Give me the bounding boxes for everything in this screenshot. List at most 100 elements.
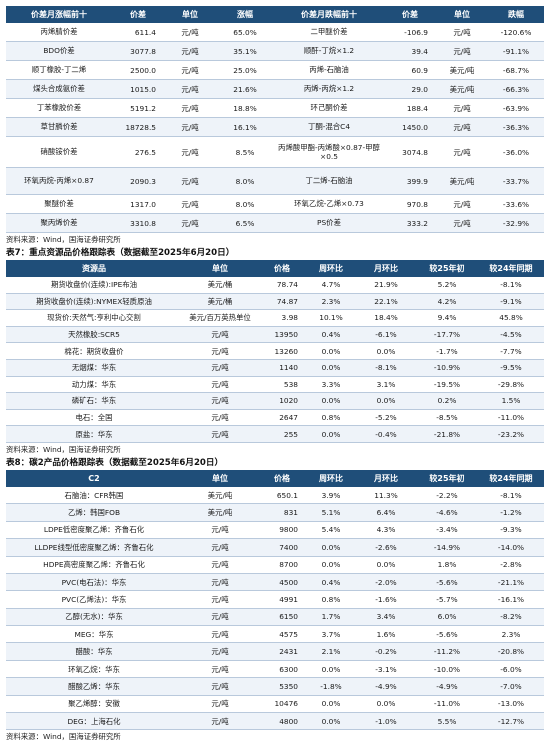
table-row: 电石：全国 元/吨 2647 0.8% -5.2% -8.5% -11.0% xyxy=(6,409,544,427)
table-cell: 美元/桶 xyxy=(182,293,258,311)
table-cell: 7400 xyxy=(258,538,306,557)
resource-price-table: 资源品 单位 价格 周环比 月环比 较25年初 较24年同期 期货收盘价(连续)… xyxy=(6,260,544,443)
table-cell: 元/吨 xyxy=(182,538,258,557)
table-title: 表8：碳2产品价格跟踪表（数据截至2025年6月20日） xyxy=(6,457,224,468)
table-row: 无烟煤：华东 元/吨 1140 0.0% -8.1% -10.9% -9.5% xyxy=(6,359,544,377)
table-cell: -33.6% xyxy=(488,194,544,214)
table-cell: 8700 xyxy=(258,556,306,574)
table-cell: 元/吨 xyxy=(182,660,258,679)
table-cell: 3.98 xyxy=(258,309,306,327)
table-row: 环氧丙烷-丙烯×0.87 2090.3 元/吨 8.0% 丁二烯-石脑油 399.9 美元/… xyxy=(6,167,544,195)
table-cell: -9.5% xyxy=(478,359,544,377)
table-cell: -68.7% xyxy=(488,60,544,80)
table-cell: 538 xyxy=(258,376,306,394)
table-cell: -8.5% xyxy=(416,409,478,427)
table-cell: 聚乙烯醇：安徽 xyxy=(6,695,182,714)
table-cell: 1140 xyxy=(258,359,306,377)
col-header: 月环比 xyxy=(356,260,416,277)
table-cell: 1450.0 xyxy=(384,117,436,137)
table-cell: 丙烯酸甲酯-丙烯酸×0.87-甲醇×0.5 xyxy=(274,136,384,168)
table-cell: 元/吨 xyxy=(436,23,488,42)
table-cell: -106.9 xyxy=(384,23,436,42)
report-page: 价差月涨幅前十 价差 单位 涨幅 价差月跌幅前十 价差 单位 跌幅 丙烯腈价差 6… xyxy=(6,6,544,743)
table-cell: 6300 xyxy=(258,660,306,679)
table-cell: -8.1% xyxy=(478,486,544,505)
table-cell: 2.3% xyxy=(478,625,544,644)
col-header: 价差月跌幅前十 xyxy=(274,6,384,23)
table-cell: 美元/吨 xyxy=(182,486,258,505)
table-cell: -2.2% xyxy=(416,486,478,505)
table-cell: 3.9% xyxy=(306,486,356,505)
table-cell: 10476 xyxy=(258,695,306,714)
table-cell: 乙醇(无水)：华东 xyxy=(6,608,182,627)
table-cell: 乙烯：韩国FOB xyxy=(6,503,182,522)
col-header: 价格 xyxy=(258,469,306,487)
table-header-row: C2 单位 价格 周环比 月环比 较25年初 较24年同期 xyxy=(6,469,544,487)
table-row: 磷矿石：华东 元/吨 1020 0.0% 0.0% 0.2% 1.5% xyxy=(6,392,544,410)
table-cell: 丁二烯-石脑油 xyxy=(274,167,384,195)
table-row: BDO价差 3077.8 元/吨 35.1% 顺酐-丁烷×1.2 39.4 元/吨 -91.1… xyxy=(6,41,544,61)
table-cell: DEG：上海石化 xyxy=(6,712,182,731)
table-cell: 5.5% xyxy=(416,712,478,731)
table-cell: 硝酸铵价差 xyxy=(6,136,112,168)
table-cell: -1.0% xyxy=(356,712,416,731)
table-cell: -13.0% xyxy=(478,695,544,714)
table-cell: -1.2% xyxy=(478,503,544,522)
table-cell: 元/吨 xyxy=(164,117,216,137)
table-cell: 13260 xyxy=(258,342,306,360)
table-cell: -9.1% xyxy=(478,293,544,311)
table-cell: 醋酸乙烯：华东 xyxy=(6,677,182,696)
table-cell: 831 xyxy=(258,503,306,522)
col-header: 涨幅 xyxy=(216,6,274,23)
table-row: 动力煤：华东 元/吨 538 3.3% 3.1% -19.5% -29.8% xyxy=(6,376,544,394)
table-cell: -8.2% xyxy=(478,608,544,627)
table-cell: -20.8% xyxy=(478,642,544,661)
col-header: 单位 xyxy=(182,260,258,277)
table-cell: 无烟煤：华东 xyxy=(6,359,182,377)
table-cell: -120.6% xyxy=(488,23,544,42)
table-cell: 元/吨 xyxy=(182,625,258,644)
table-cell: -21.8% xyxy=(416,425,478,443)
table-cell: 8.0% xyxy=(216,167,274,195)
table-cell: LLDPE线型低密度聚乙烯：齐鲁石化 xyxy=(6,538,182,557)
table-cell: -5.7% xyxy=(416,590,478,609)
table-cell: 元/吨 xyxy=(182,409,258,427)
table-cell: -12.7% xyxy=(478,712,544,731)
col-header: 周环比 xyxy=(306,260,356,277)
table-cell: 74.87 xyxy=(258,293,306,311)
table-cell: 煤头合成氨价差 xyxy=(6,79,112,99)
table-cell: -1.7% xyxy=(416,342,478,360)
col-header: 资源品 xyxy=(6,260,182,277)
table-cell: 35.1% xyxy=(216,41,274,61)
table-cell: 22.1% xyxy=(356,293,416,311)
table-header-row: 资源品 单位 价格 周环比 月环比 较25年初 较24年同期 xyxy=(6,260,544,277)
table-cell: 65.0% xyxy=(216,23,274,42)
table-cell: 3.4% xyxy=(356,608,416,627)
table-cell: -3.1% xyxy=(356,660,416,679)
table-cell: MEG：华东 xyxy=(6,625,182,644)
table-cell: 丁苯橡胶价差 xyxy=(6,98,112,118)
table-cell: -36.3% xyxy=(488,117,544,137)
table-header-row: 价差月涨幅前十 价差 单位 涨幅 价差月跌幅前十 价差 单位 跌幅 xyxy=(6,6,544,23)
table-cell: -4.5% xyxy=(478,326,544,344)
table-cell: 元/吨 xyxy=(182,573,258,592)
table-cell: 0.0% xyxy=(306,342,356,360)
table-cell: -14.9% xyxy=(416,538,478,557)
table-cell: -4.9% xyxy=(356,677,416,696)
table-row: 乙醇(无水)：华东 元/吨 6150 1.7% 3.4% 6.0% -8.2% xyxy=(6,608,544,627)
table-cell: 元/吨 xyxy=(436,136,488,168)
table-cell: PVC(乙烯法)：华东 xyxy=(6,590,182,609)
table-row: 硝酸铵价差 276.5 元/吨 8.5% 丙烯酸甲酯-丙烯酸×0.87-甲醇×0.5 30… xyxy=(6,136,544,168)
table-cell: 聚丙烯价差 xyxy=(6,213,112,233)
table-cell: 元/吨 xyxy=(164,167,216,195)
table-cell: 原盐：华东 xyxy=(6,425,182,443)
table-cell: 6150 xyxy=(258,608,306,627)
table-cell: -6.0% xyxy=(478,660,544,679)
table-cell: 0.0% xyxy=(306,660,356,679)
table-row: 天然橡胶:SCR5 元/吨 13950 0.4% -6.1% -17.7% -4.5% xyxy=(6,326,544,344)
table-cell: 元/吨 xyxy=(182,712,258,731)
table-row: 环氧乙烷：华东 元/吨 6300 0.0% -3.1% -10.0% -6.0% xyxy=(6,660,544,679)
table-cell: -8.1% xyxy=(478,277,544,294)
col-header: 月环比 xyxy=(356,469,416,487)
table-cell: 1015.0 xyxy=(112,79,164,99)
